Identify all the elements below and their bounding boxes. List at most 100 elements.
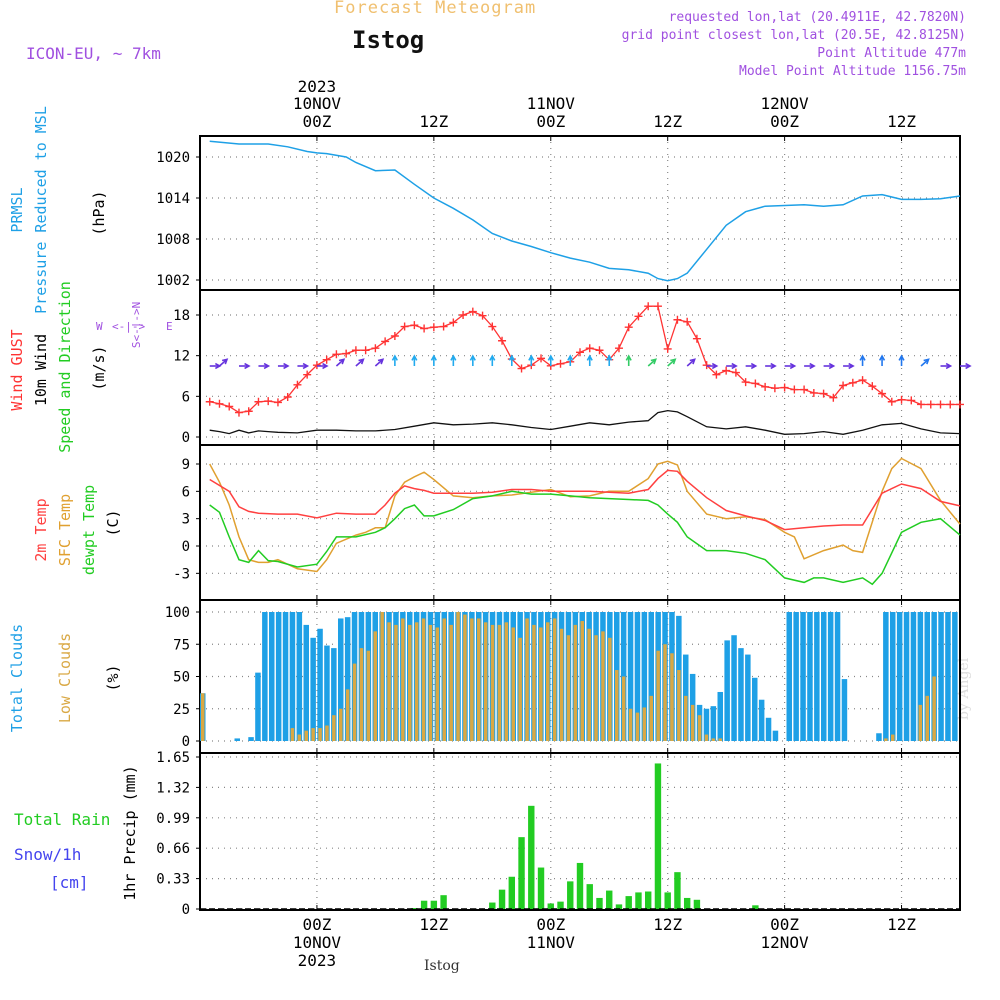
total-cloud-bar — [834, 612, 841, 741]
y-tick-label: 0.66 — [156, 841, 190, 857]
gust-marker — [741, 378, 750, 387]
low-cloud-bar — [539, 627, 543, 741]
low-cloud-bar — [559, 628, 564, 741]
gust-marker — [293, 380, 302, 389]
low-cloud-bar — [704, 734, 709, 741]
rain-bar — [508, 876, 515, 909]
total-cloud-bar — [324, 645, 330, 741]
total-cloud-bar — [821, 612, 827, 741]
gust-marker — [449, 318, 458, 327]
temp-label-1: 2m Temp — [32, 498, 50, 561]
dewpt-line — [209, 490, 961, 586]
rain-bar — [489, 902, 496, 909]
gust-marker — [459, 311, 468, 319]
gust-marker — [439, 322, 448, 331]
rain-bar — [430, 900, 438, 909]
wind-arrow-head — [828, 362, 836, 370]
gust-marker — [800, 385, 809, 394]
low-cloud-bar — [297, 734, 302, 741]
rain-bar — [537, 867, 545, 909]
low-cloud-bar — [697, 715, 702, 741]
low-cloud-bar — [925, 695, 929, 741]
y-tick-label: 6 — [182, 484, 190, 500]
rain-bar — [586, 884, 593, 909]
low-cloud-bar — [884, 738, 888, 741]
rain-bar — [557, 901, 564, 909]
gust-marker — [702, 361, 711, 370]
gust-marker — [322, 355, 331, 364]
gust-marker — [371, 344, 380, 353]
low-cloud-bar — [532, 624, 536, 741]
panel-frame — [199, 135, 961, 291]
total-cloud-bar — [883, 612, 889, 741]
rain-bar — [518, 837, 525, 909]
pressure-label-1: PRMSL — [8, 187, 26, 232]
low-cloud-bar — [421, 618, 426, 741]
low-cloud-bar — [290, 728, 295, 741]
low-cloud-bar — [601, 631, 605, 741]
y-tick-label: 0 — [182, 430, 190, 446]
pressure-line — [209, 140, 961, 282]
total-cloud-bar — [827, 612, 834, 741]
low-cloud-bar — [891, 734, 895, 741]
rain-bar — [440, 895, 447, 909]
gust-marker — [478, 311, 487, 320]
top-axis-hour: 00Z — [536, 112, 565, 131]
wind-arrow-head — [750, 362, 758, 370]
gust-marker — [897, 395, 906, 404]
rain-bar — [635, 892, 642, 909]
precip-label-1: Total Rain — [14, 810, 110, 829]
bottom-axis-date: 12NOV — [761, 933, 810, 952]
temp-label-2: SFC Temp — [56, 494, 74, 566]
low-cloud-bar — [449, 624, 453, 741]
low-cloud-bar — [477, 618, 481, 741]
bottom-axis-hour: 12Z — [887, 915, 916, 934]
gust-marker — [264, 397, 273, 406]
total-cloud-bar — [634, 612, 641, 741]
wind-arrow-head — [789, 362, 797, 370]
panel-frame — [199, 444, 961, 601]
total-cloud-bar — [765, 717, 772, 741]
precip-unit: 1hr Precip (mm) — [121, 765, 139, 900]
low-cloud-bar — [435, 627, 440, 741]
panel-2: 0 6 12 18 — [173, 289, 961, 446]
total-cloud-bar — [255, 672, 261, 741]
low-cloud-bar — [366, 650, 371, 741]
total-cloud-bar — [945, 612, 951, 741]
wind-arrow-head — [689, 358, 696, 365]
bottom-axis-hour: 00Z — [536, 915, 565, 934]
compass-ns: S<-|->N — [130, 302, 143, 348]
total-cloud-bar — [924, 612, 930, 741]
low-cloud-bar — [201, 693, 205, 741]
station-title: Istog — [352, 26, 425, 54]
gust-marker — [692, 334, 701, 343]
point-altitude: Point Altitude 477m — [817, 46, 966, 61]
low-cloud-bar — [566, 635, 571, 741]
wind-arrow-head — [898, 354, 905, 361]
y-tick-label: 12 — [173, 349, 190, 365]
y-tick-label: 0.99 — [156, 811, 190, 827]
low-cloud-bar — [497, 624, 502, 741]
top-axis-year: 2023 — [298, 77, 337, 96]
rain-bar — [654, 763, 662, 909]
rain-bar — [674, 872, 681, 909]
top-axis-date: 11NOV — [527, 94, 576, 113]
total-cloud-bar — [317, 628, 323, 741]
compass-w: W — [96, 320, 103, 333]
y-tick-label: 25 — [173, 702, 190, 718]
y-tick-label: 100 — [165, 605, 190, 621]
y-tick-label: 3 — [182, 512, 190, 528]
low-cloud-bar — [677, 670, 681, 741]
total-cloud-bar — [234, 738, 240, 741]
wind-arrow-head — [859, 354, 866, 361]
low-cloud-bar — [483, 622, 488, 741]
wind-arrow-head — [878, 354, 886, 361]
y-tick-label: 9 — [182, 457, 190, 473]
top-axis-hour: 00Z — [302, 112, 331, 131]
y-tick-label: 50 — [173, 670, 190, 686]
wind-arrow-head — [391, 354, 398, 361]
low-cloud-bar — [490, 624, 495, 741]
total-cloud-bar — [772, 730, 779, 741]
wind-arrow-head — [770, 362, 777, 370]
total-cloud-bar — [952, 612, 958, 741]
